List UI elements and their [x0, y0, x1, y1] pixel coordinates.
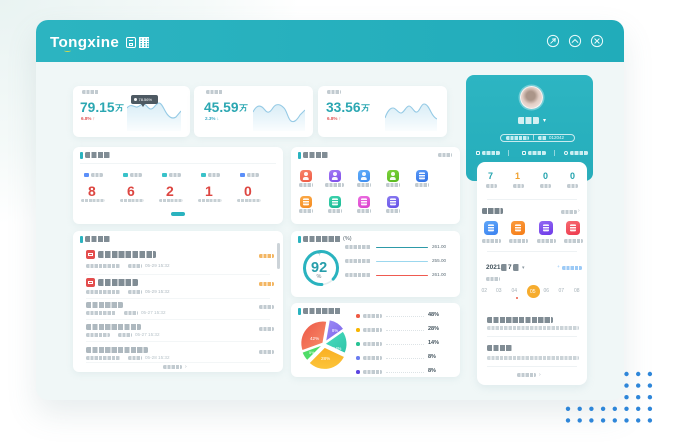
- svg-text:5%: 5%: [309, 351, 315, 355]
- svg-text:28%: 28%: [321, 356, 330, 361]
- svg-text:14%: 14%: [333, 346, 342, 351]
- svg-text:42%: 42%: [310, 336, 319, 341]
- svg-text:8%: 8%: [332, 328, 338, 333]
